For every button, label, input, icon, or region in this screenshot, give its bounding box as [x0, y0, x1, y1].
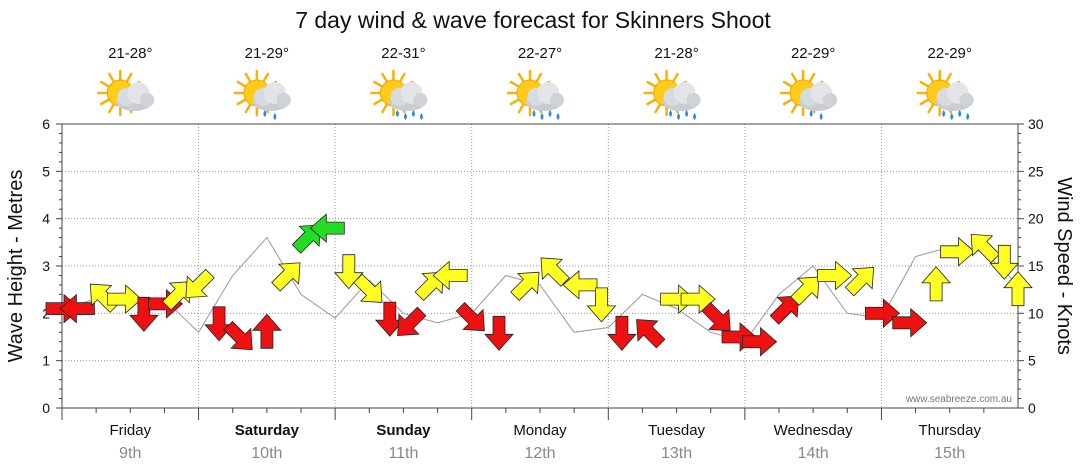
day-date-label: 13th	[661, 445, 692, 462]
wind-arrow	[865, 298, 901, 329]
wind-arrow	[129, 296, 159, 332]
left-tick-label: 5	[42, 163, 50, 179]
right-tick-label: 20	[1028, 211, 1044, 227]
wind-arrow	[374, 301, 405, 337]
wind-arrow	[455, 301, 485, 332]
right-tick-label: 15	[1028, 258, 1044, 274]
wind-arrow	[701, 301, 731, 332]
wind-arrow	[636, 319, 666, 349]
wind-arrow	[484, 315, 514, 351]
day-date-label: 15th	[934, 445, 965, 462]
day-name-label: Sunday	[376, 422, 431, 439]
showers-icon	[779, 69, 838, 120]
day-name-label: Tuesday	[648, 422, 705, 439]
day-name-label: Monday	[513, 422, 567, 439]
wind-arrow	[892, 307, 928, 338]
showers-icon	[233, 69, 291, 120]
wind-arrow	[510, 271, 540, 302]
temperature-label: 21-29°	[245, 45, 289, 62]
right-tick-label: 25	[1028, 163, 1044, 179]
wind-arrow	[817, 260, 853, 291]
day-date-label: 12th	[524, 445, 555, 462]
temperature-label: 22-27°	[518, 45, 562, 62]
wind-arrow	[940, 236, 976, 267]
credit-text: www.seabreeze.com.au	[905, 394, 1012, 405]
day-date-label: 9th	[119, 445, 141, 462]
left-tick-label: 4	[42, 211, 50, 227]
wind-arrow	[353, 273, 383, 303]
temperature-label: 21-28°	[108, 45, 152, 62]
wind-arrow	[223, 320, 253, 351]
wind-arrow	[660, 284, 696, 314]
left-tick-label: 3	[42, 258, 50, 274]
wind-arrow	[790, 276, 820, 306]
wind-arrow	[540, 257, 570, 287]
left-tick-label: 1	[42, 353, 50, 369]
day-name-label: Thursday	[918, 422, 981, 439]
temperature-label: 21-28°	[654, 45, 698, 62]
rain-icon	[370, 69, 428, 120]
wind-arrow	[844, 267, 875, 297]
left-tick-label: 0	[42, 400, 50, 416]
wave-height-line	[61, 236, 1019, 343]
left-axis-label: Wave Height - Metres	[5, 170, 27, 363]
rain-icon	[643, 69, 701, 120]
right-tick-label: 0	[1028, 400, 1036, 416]
wind-arrow	[271, 262, 301, 292]
wind-arrow	[107, 284, 143, 314]
wind-arrow	[562, 270, 598, 300]
wind-arrow	[586, 287, 617, 323]
wind-arrow	[921, 266, 951, 302]
wind-arrow	[1003, 271, 1033, 307]
chart-title: 7 day wind & wave forecast for Skinners …	[295, 7, 771, 33]
wind-arrow	[432, 260, 468, 291]
right-tick-label: 5	[1028, 353, 1036, 369]
rain-icon	[916, 69, 974, 120]
day-date-label: 10th	[251, 445, 282, 462]
rain-icon	[506, 69, 564, 120]
right-tick-label: 30	[1028, 116, 1044, 132]
wind-arrow	[607, 315, 637, 351]
wind-arrow	[742, 326, 778, 357]
wind-arrow	[252, 313, 282, 349]
day-name-label: Friday	[109, 422, 151, 439]
partly-cloudy-icon	[97, 69, 155, 117]
wind-arrow	[989, 244, 1020, 280]
wind-arrow	[397, 306, 427, 336]
wind-arrow	[204, 306, 234, 342]
temperature-label: 22-29°	[791, 45, 835, 62]
right-axis-label: Wind Speed - Knots	[1053, 177, 1075, 355]
wind-arrow	[769, 295, 799, 325]
temperature-label: 22-31°	[381, 45, 425, 62]
day-date-label: 14th	[798, 445, 829, 462]
left-tick-label: 6	[42, 116, 50, 132]
wind-arrow	[185, 268, 215, 299]
wind-arrow	[309, 213, 345, 243]
right-tick-label: 10	[1028, 305, 1044, 321]
day-name-label: Wednesday	[774, 422, 853, 439]
day-name-label: Saturday	[235, 422, 300, 439]
temperature-label: 22-29°	[928, 45, 972, 62]
day-date-label: 11th	[388, 445, 418, 462]
wind-arrow	[970, 233, 1001, 264]
